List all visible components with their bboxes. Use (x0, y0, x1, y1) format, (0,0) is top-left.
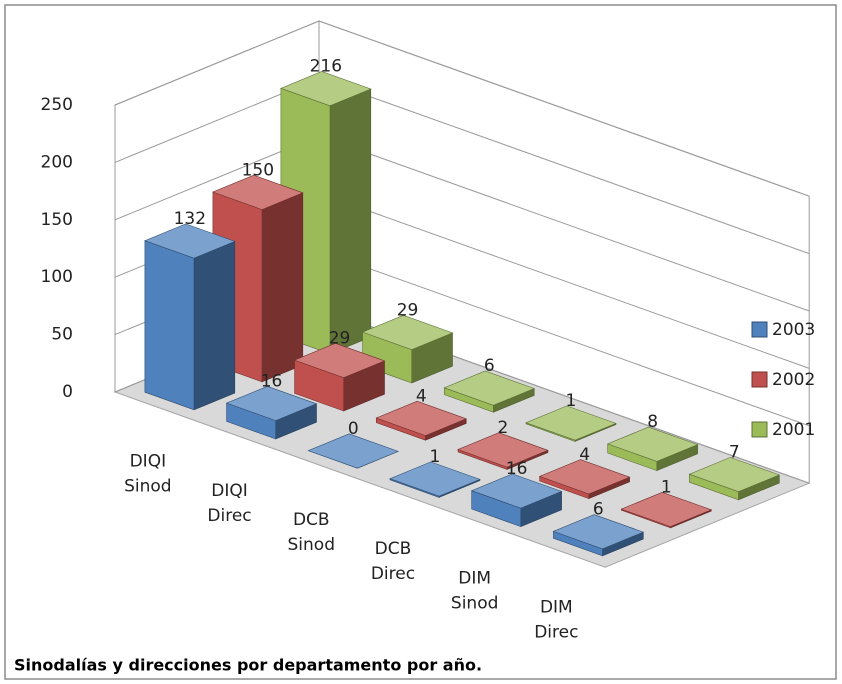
value-label: 4 (579, 445, 590, 465)
bar-top (307, 433, 400, 469)
bar-top (375, 400, 468, 436)
bar-top (443, 370, 536, 406)
value-label: 132 (174, 209, 206, 229)
grid-line (114, 20, 810, 197)
x-tick-label: DCB (293, 510, 330, 530)
bar-top (525, 405, 617, 441)
x-tick-label: Sinod (124, 477, 171, 497)
legend-swatch (751, 371, 768, 388)
bar-top (620, 491, 713, 527)
y-tick-label: 50 (51, 325, 73, 345)
value-label: 16 (261, 371, 283, 391)
bar-top (552, 514, 645, 550)
x-tick-label: Direc (371, 564, 415, 584)
y-tick-label: 200 (41, 152, 73, 172)
value-label: 6 (484, 356, 495, 376)
bar-top (688, 457, 781, 493)
x-tick-label: DIQI (130, 452, 167, 472)
bar-top (144, 223, 236, 259)
legend-swatch (751, 321, 768, 338)
x-tick-label: Direc (207, 506, 251, 526)
value-label: 6 (593, 500, 604, 520)
y-tick-label: 0 (62, 382, 73, 402)
x-tick-label: DIM (540, 598, 573, 618)
value-label: 1 (661, 477, 672, 497)
legend-swatch (751, 421, 768, 438)
bar-top (225, 385, 318, 421)
bar-side (261, 192, 304, 383)
bar-top (389, 461, 481, 497)
bar-side (329, 88, 372, 355)
bar-top (470, 473, 563, 509)
bar-top (361, 314, 454, 351)
value-label: 1 (430, 447, 441, 467)
bar-top (293, 342, 386, 379)
bar-top (280, 71, 372, 107)
x-tick-label: DIQI (211, 481, 248, 501)
legend-label: 2002 (772, 370, 815, 390)
y-tick-label: 100 (41, 267, 73, 287)
x-tick-label: DIM (458, 568, 491, 588)
value-label: 2 (498, 418, 509, 438)
value-label: 0 (348, 419, 359, 439)
bar-top (457, 432, 549, 468)
value-label: 4 (416, 386, 427, 406)
bar-side (193, 240, 236, 411)
x-tick-label: Sinod (451, 593, 498, 613)
x-tick-label: Direc (534, 623, 578, 643)
value-label: 29 (397, 301, 419, 321)
value-label: 216 (310, 57, 342, 77)
value-label: 150 (242, 160, 274, 180)
y-tick-label: 250 (41, 95, 73, 115)
legend-label: 2003 (772, 320, 815, 340)
bar-top (538, 459, 631, 495)
y-tick-label: 150 (41, 210, 73, 230)
x-tick-label: Sinod (288, 535, 335, 555)
value-label: 29 (329, 329, 351, 349)
value-label: 7 (729, 443, 740, 463)
bar-top (606, 426, 699, 462)
chart-title: Sinodalías y direcciones por departament… (14, 656, 482, 675)
bar-front (144, 240, 195, 411)
value-label: 16 (506, 459, 528, 479)
value-label: 1 (566, 391, 577, 411)
value-label: 8 (647, 412, 658, 432)
bar-top (212, 174, 304, 210)
x-tick-label: DCB (375, 539, 412, 559)
legend-label: 2001 (772, 420, 815, 440)
